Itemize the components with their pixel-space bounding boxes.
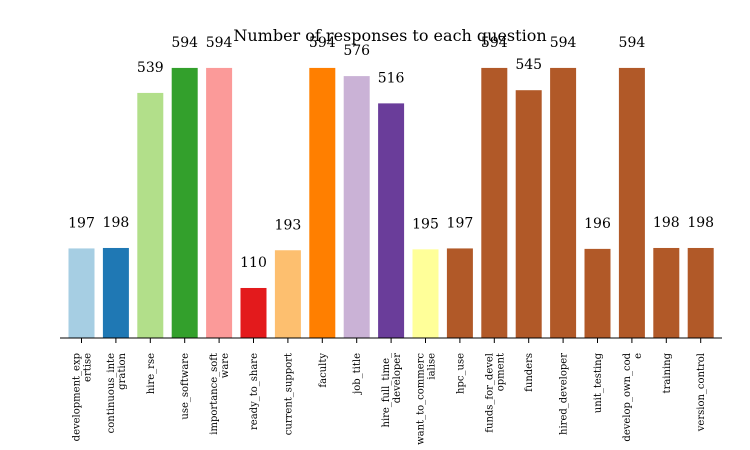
x-tick-label: version_control: [696, 353, 707, 432]
bar-value-label: 195: [412, 216, 439, 232]
bar: [240, 287, 267, 338]
bar-value-label: 110: [240, 255, 267, 271]
bar: [137, 92, 164, 338]
x-tick-label: funds_for_development: [484, 353, 506, 433]
bar-value-label: 594: [481, 35, 508, 51]
bar-value-label: 539: [137, 60, 164, 76]
x-tick-label: training: [662, 352, 673, 393]
bar-value-label: 594: [206, 35, 233, 51]
bar: [515, 90, 542, 338]
bar-value-label: 594: [171, 35, 198, 51]
bar: [618, 67, 645, 339]
x-tick-label: hpc_use: [455, 353, 466, 394]
x-tick-label: importance_software: [209, 353, 231, 435]
x-tick-label: unit_testing: [593, 352, 604, 413]
bar-value-label: 197: [68, 215, 95, 231]
bar: [102, 247, 129, 338]
bar: [550, 67, 577, 339]
bar-value-label: 576: [343, 43, 370, 59]
x-tick-label: hire_rse: [146, 353, 157, 394]
bar-value-label: 594: [619, 35, 646, 51]
bar: [446, 248, 473, 338]
bar-value-label: 198: [687, 215, 714, 231]
x-ticks-group: development_expertise continuous_integrat…: [72, 338, 707, 445]
x-tick-label: want_to_commercialise: [416, 353, 438, 445]
chart-title: Number of responses to each question: [233, 26, 546, 45]
bar-value-label: 198: [103, 215, 130, 231]
bar: [171, 67, 198, 339]
x-tick-label: current_support: [283, 353, 294, 435]
x-tick-label: hired_developer: [559, 353, 570, 435]
x-tick-label: development_expertise: [72, 353, 94, 441]
value-labels-group: 197 198 539 594 594 110 193 594 576 516 195 197 594 5…: [68, 35, 714, 271]
bar-value-label: 193: [275, 217, 302, 233]
bar: [68, 248, 95, 338]
bar: [309, 67, 336, 339]
x-tick-label: faculty: [318, 353, 329, 388]
x-tick-label: ready_to_share: [249, 353, 260, 430]
bar-value-label: 545: [515, 57, 542, 73]
bar-value-label: 594: [550, 35, 577, 51]
x-tick-label: funders: [524, 353, 535, 392]
bar-value-label: 198: [653, 215, 680, 231]
bar-value-label: 197: [447, 215, 474, 231]
bar-value-label: 516: [378, 70, 405, 86]
x-tick-label: job_title: [352, 353, 363, 395]
x-tick-label: continuous_integration: [106, 352, 128, 433]
bar: [687, 247, 714, 338]
bar: [378, 103, 405, 338]
bar: [412, 249, 439, 338]
bar: [584, 248, 611, 338]
x-tick-label: develop_own_code: [622, 352, 644, 441]
x-tick-label: hire_full_time_developer: [381, 353, 403, 428]
bar: [653, 247, 680, 338]
bar: [343, 76, 370, 338]
bars-group: [68, 67, 714, 339]
x-tick-label: use_software: [180, 353, 191, 420]
bar: [206, 67, 233, 339]
bar-value-label: 594: [309, 35, 336, 51]
bar: [481, 67, 508, 339]
bar: [274, 250, 301, 338]
bar-value-label: 196: [584, 216, 611, 232]
